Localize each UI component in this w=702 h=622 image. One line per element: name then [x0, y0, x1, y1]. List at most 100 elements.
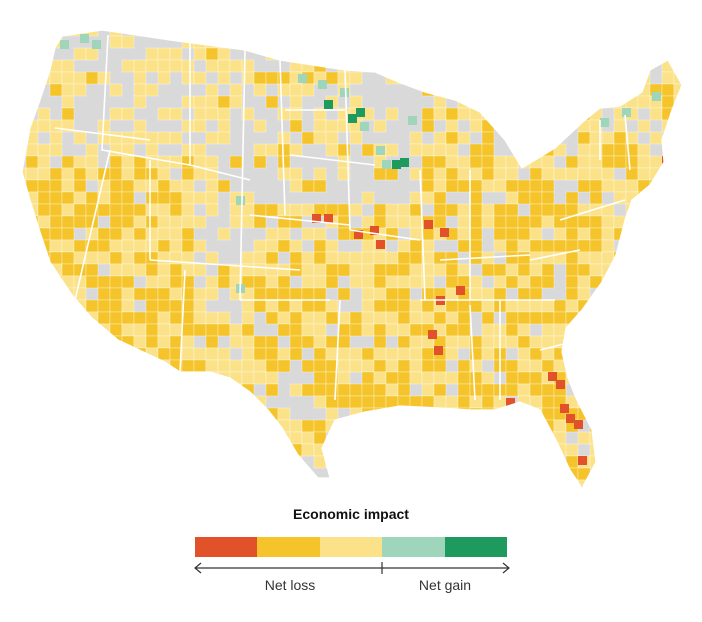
county-cell: [145, 251, 159, 265]
county-cell: [37, 335, 51, 349]
county-cell: [25, 155, 39, 169]
county-cell: [517, 275, 531, 289]
county-cell: [529, 203, 543, 217]
county-cell: [433, 95, 447, 109]
county-cell: [397, 431, 411, 445]
county-cell: [37, 395, 51, 409]
county-cell: [157, 371, 171, 385]
county-cell: [505, 179, 519, 193]
county-cell: [133, 59, 147, 73]
county-cell: [589, 431, 603, 445]
county-cell: [49, 467, 63, 481]
county-cell: [37, 359, 51, 373]
county-cell: [661, 95, 675, 109]
county-cell: [349, 395, 363, 409]
county-cell: [421, 347, 435, 361]
county-cell: [61, 215, 75, 229]
county-cell: [553, 299, 567, 313]
county-cell: [541, 191, 555, 205]
county-cell: [481, 419, 495, 433]
county-cell: [133, 71, 147, 85]
county-cell: [265, 251, 279, 265]
county-cell: [361, 191, 375, 205]
county-cell: [673, 107, 682, 121]
county-cell: [169, 107, 183, 121]
county-cell: [37, 407, 51, 421]
county-cell: [145, 443, 159, 457]
county-cell: [97, 371, 111, 385]
county-cell: [337, 359, 351, 373]
county-cell: [145, 59, 159, 73]
legend-swatch-small-loss: [319, 537, 383, 557]
county-cell: [589, 275, 603, 289]
county-cell: [601, 323, 615, 337]
county-cell: [301, 47, 315, 61]
county-cell: [529, 119, 543, 133]
county-cell: [481, 35, 495, 49]
county-cell: [254, 492, 266, 500]
county-cell: [253, 443, 267, 457]
county-cell: [205, 419, 219, 433]
county-cell: [193, 191, 207, 205]
county-cell: [253, 359, 267, 373]
county-cell: [169, 407, 183, 421]
county-cell: [169, 287, 183, 301]
county-cell: [589, 30, 603, 37]
county-cell: [601, 395, 615, 409]
county-cell: [373, 455, 387, 469]
county-cell: [529, 299, 543, 313]
county-cell: [469, 479, 483, 488]
county-cell: [253, 203, 267, 217]
county-cell: [337, 71, 351, 85]
county-cell: [433, 155, 447, 169]
county-cell: [349, 347, 363, 361]
county-cell: [169, 203, 183, 217]
county-cell: [481, 311, 495, 325]
county-cell: [61, 239, 75, 253]
county-cell: [505, 119, 519, 133]
county-cell: [49, 323, 63, 337]
county-cell: [469, 95, 483, 109]
county-cell: [589, 383, 603, 397]
county-cell: [589, 83, 603, 97]
county-cell: [517, 335, 531, 349]
county-cell: [25, 227, 39, 241]
county-cell: [37, 107, 51, 121]
county-cell: [397, 203, 411, 217]
county-cell: [205, 191, 219, 205]
county-cell: [433, 203, 447, 217]
county-cell: [61, 311, 75, 325]
county-cell: [445, 263, 459, 277]
county-cell: [205, 359, 219, 373]
county-cell: [385, 143, 399, 157]
county-cell: [553, 239, 567, 253]
county-cell: [97, 335, 111, 349]
county-cell: [313, 263, 327, 277]
county-cell: [229, 335, 243, 349]
county-cell: [133, 455, 147, 469]
county-cell-highlight: [578, 456, 587, 465]
county-cell: [73, 71, 87, 85]
county-cell: [469, 155, 483, 169]
county-cell: [265, 383, 279, 397]
county-cell: [601, 35, 615, 49]
county-cell: [133, 179, 147, 193]
county-cell: [313, 287, 327, 301]
county-cell: [25, 47, 39, 61]
county-cell: [145, 371, 159, 385]
county-cell: [157, 287, 171, 301]
county-cell: [385, 347, 399, 361]
county-cell: [301, 443, 315, 457]
county-cell: [253, 71, 267, 85]
county-cell: [337, 347, 351, 361]
county-cell: [73, 419, 87, 433]
county-cell: [541, 263, 555, 277]
county-cell: [625, 407, 639, 421]
county-cell: [673, 371, 682, 385]
county-cell: [169, 239, 183, 253]
county-cell: [409, 431, 423, 445]
county-cell: [637, 311, 651, 325]
county-cell: [25, 371, 39, 385]
county-cell: [325, 30, 339, 37]
county-cell: [433, 143, 447, 157]
